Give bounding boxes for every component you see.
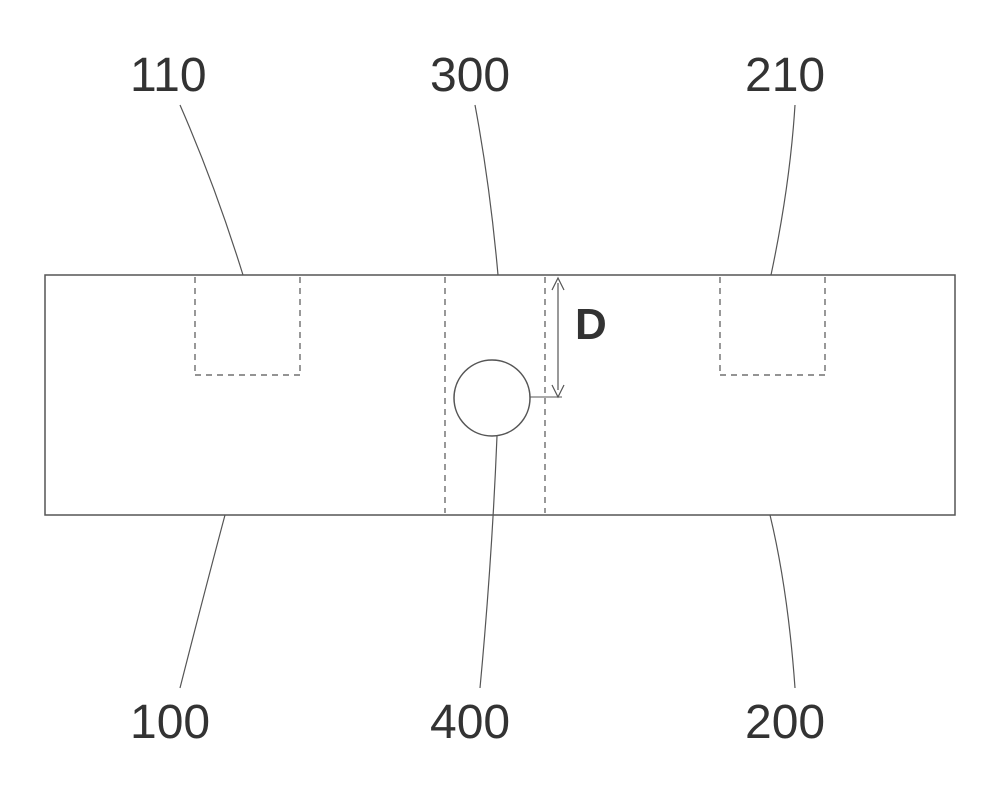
dimension-d	[530, 278, 564, 397]
leader-100	[180, 515, 225, 688]
leader-400	[480, 436, 497, 688]
label-210: 210	[745, 48, 825, 103]
leader-300	[475, 105, 498, 275]
label-200: 200	[745, 695, 825, 750]
leader-200	[770, 515, 795, 688]
label-d: D	[575, 300, 607, 350]
label-400: 400	[430, 695, 510, 750]
label-100: 100	[130, 695, 210, 750]
outer-rect	[45, 275, 955, 515]
label-300: 300	[430, 48, 510, 103]
label-110: 110	[130, 48, 207, 103]
diagram-container: 110 300 210 100 400 200 D	[0, 0, 1000, 786]
leader-210	[771, 105, 795, 275]
leader-110	[180, 105, 243, 275]
diagram-svg	[0, 0, 1000, 786]
circle-400	[454, 360, 530, 436]
